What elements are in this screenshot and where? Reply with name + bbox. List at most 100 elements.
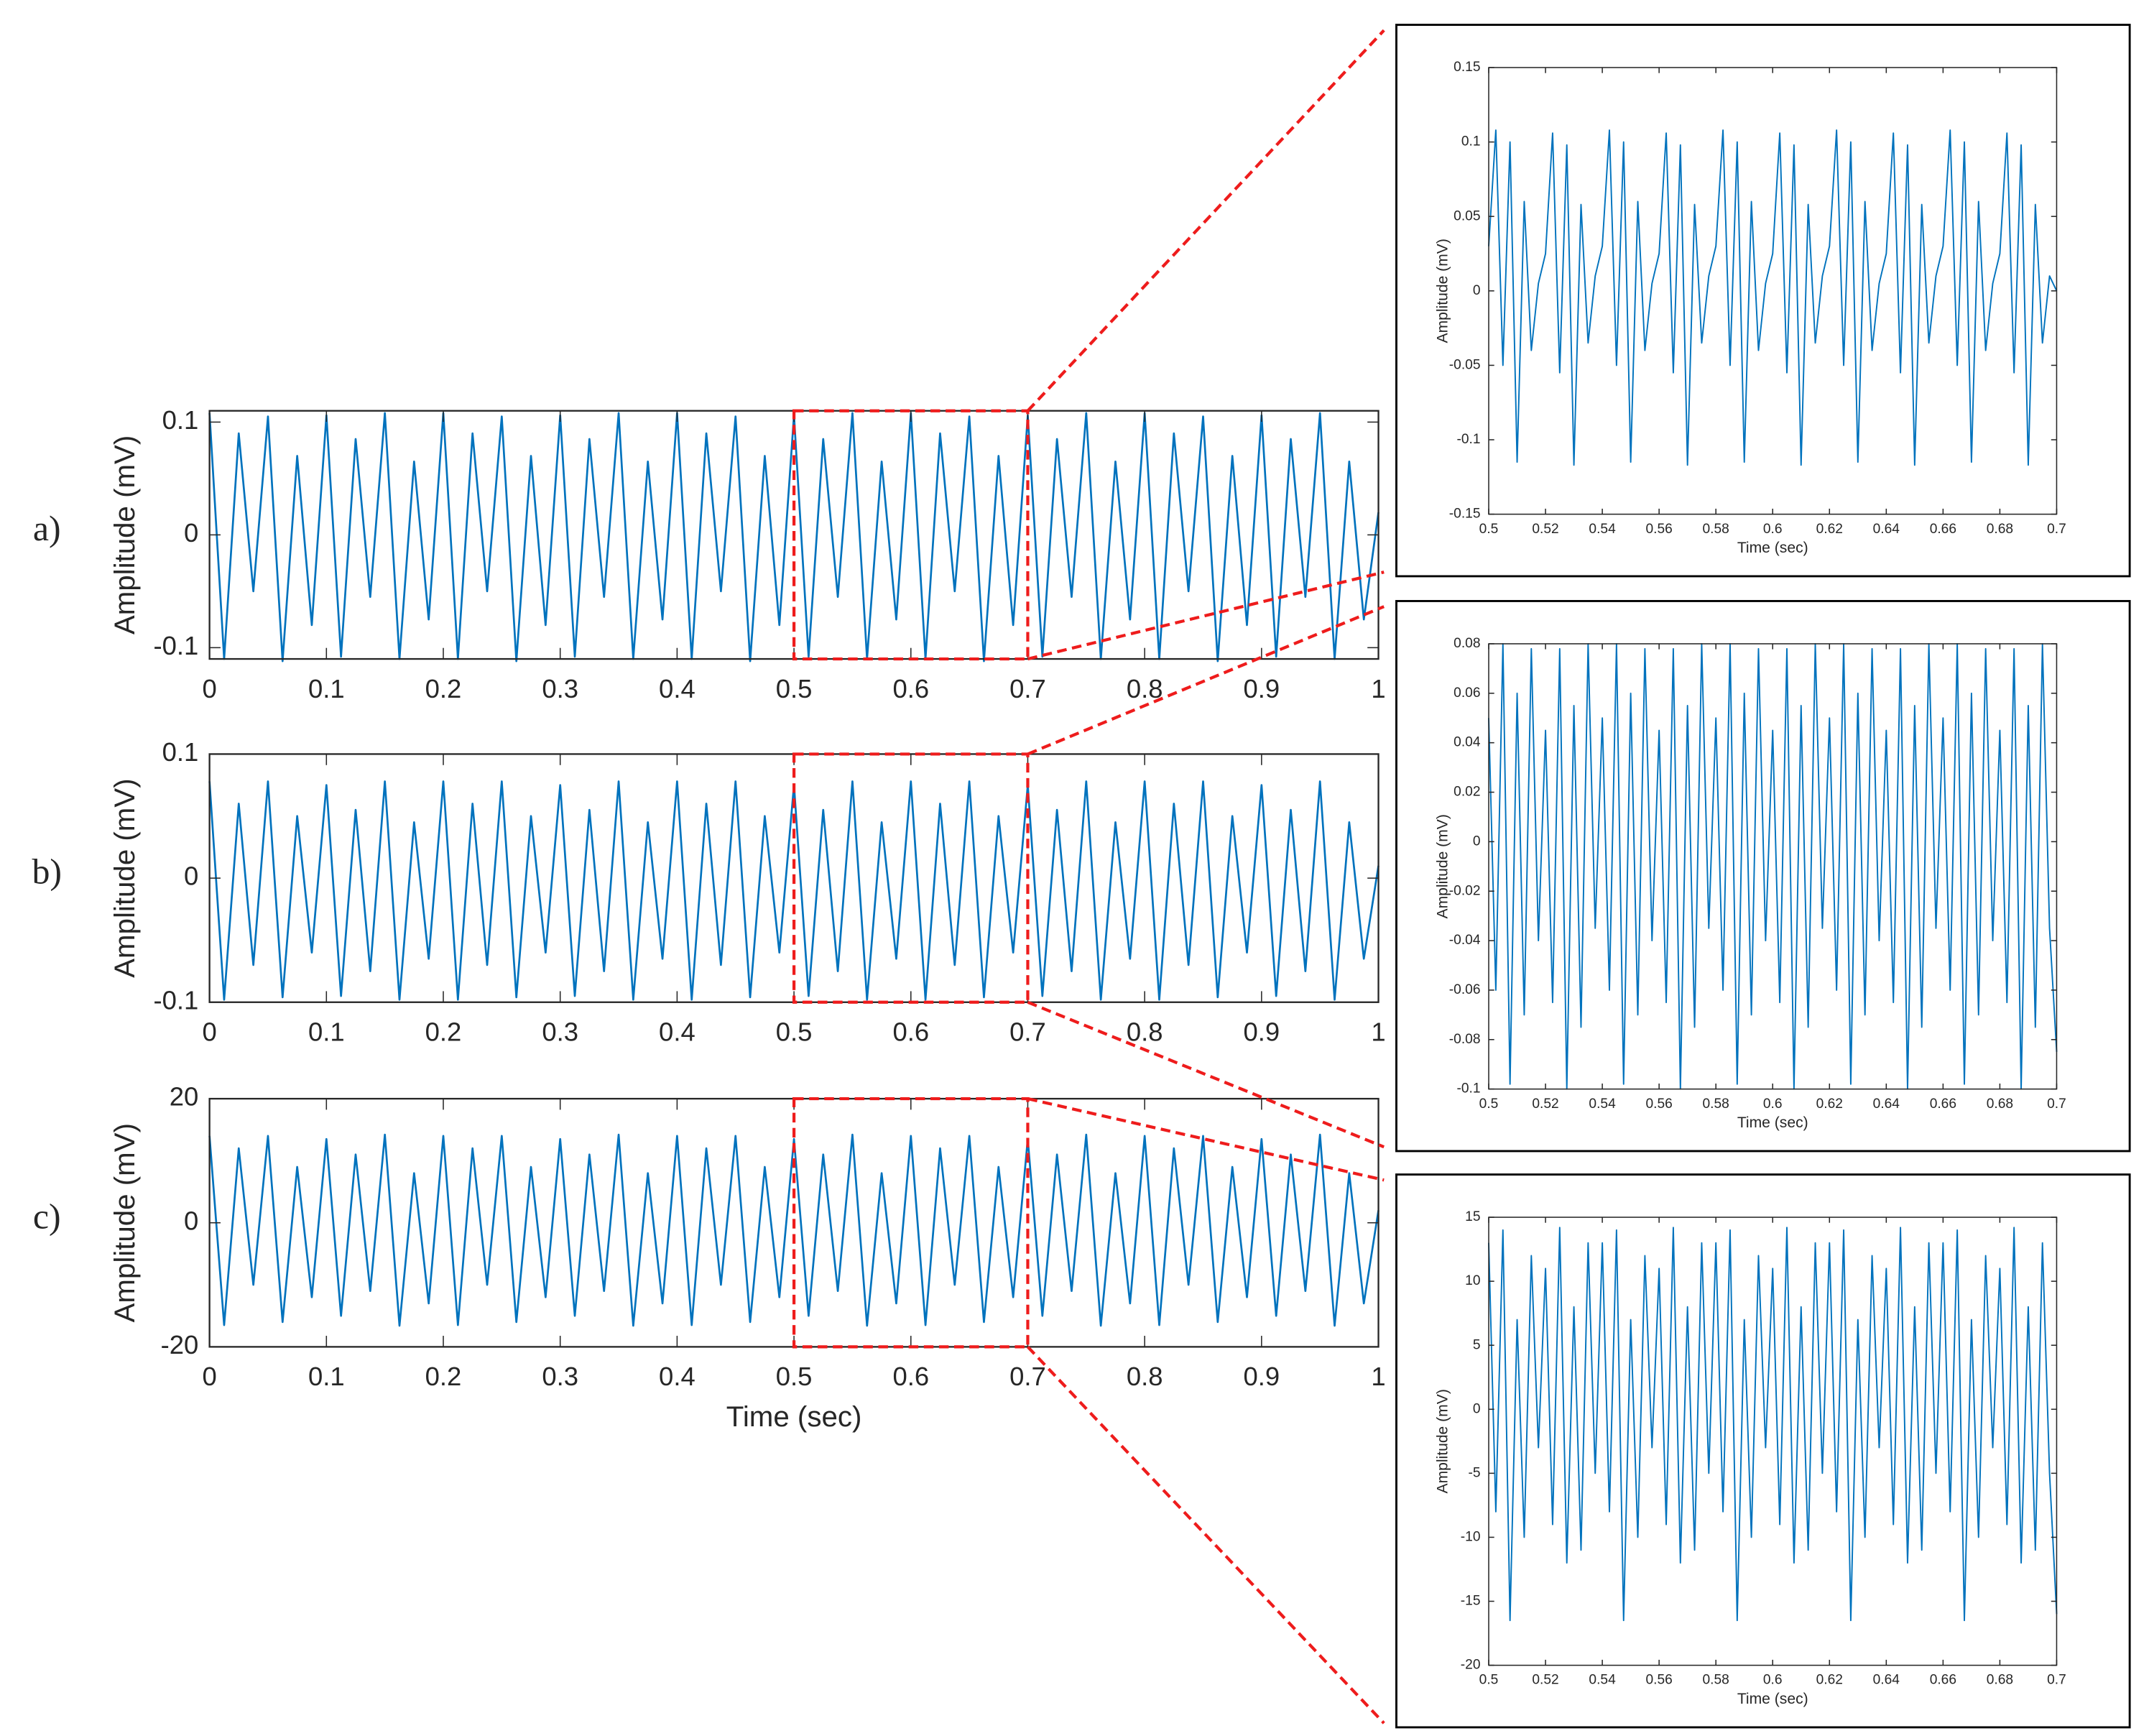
- y-tick-label: -0.15: [1449, 507, 1481, 522]
- zoom-connector: [1027, 1000, 1385, 1149]
- x-tick-label: 0.4: [659, 1362, 695, 1391]
- panel-label: a): [33, 509, 61, 548]
- plot-area: [1489, 68, 2057, 514]
- x-tick-label: 0.1: [308, 1362, 345, 1391]
- y-tick-label: -0.1: [1456, 432, 1480, 447]
- x-tick-label: 0.62: [1816, 522, 1843, 537]
- x-tick-label: 0.56: [1645, 522, 1672, 537]
- zoom-connector: [1026, 1345, 1385, 1725]
- x-tick-label: 0.6: [892, 1017, 929, 1047]
- y-axis-label: Amplitude (mV): [1434, 239, 1451, 343]
- y-tick-label: 10: [1465, 1273, 1480, 1288]
- x-tick-label: 0: [202, 674, 216, 703]
- x-tick-label: 0.1: [308, 1017, 345, 1047]
- x-tick-label: 0.7: [1009, 674, 1046, 703]
- x-tick-label: 0.64: [1873, 1673, 1900, 1688]
- x-tick-label: 0.3: [542, 1017, 578, 1047]
- signal-line: [1488, 129, 2058, 466]
- x-tick-label: 0.64: [1873, 522, 1900, 537]
- x-tick-label: 0.5: [776, 1017, 813, 1047]
- y-tick-label: -20: [1461, 1658, 1481, 1673]
- x-tick-label: 0.1: [308, 674, 345, 703]
- zoom-connector: [1027, 605, 1385, 756]
- x-tick-label: 0.2: [425, 1362, 462, 1391]
- y-tick-label: -0.05: [1449, 357, 1481, 372]
- y-tick-label: 0.06: [1454, 685, 1480, 701]
- y-tick-label: -0.1: [153, 985, 198, 1015]
- signal-line: [1488, 642, 2058, 1090]
- x-tick-label: 0.64: [1873, 1096, 1900, 1112]
- y-tick-label: 0: [184, 1206, 198, 1235]
- x-axis-label: Time (sec): [726, 1400, 862, 1433]
- y-tick-label: -0.08: [1449, 1032, 1481, 1047]
- x-tick-label: 0.3: [542, 1362, 578, 1391]
- x-tick-label: 0.7: [2047, 1673, 2066, 1688]
- panel-label: c): [33, 1196, 61, 1236]
- x-tick-label: 0.9: [1244, 674, 1280, 703]
- x-tick-label: 0.54: [1589, 1673, 1616, 1688]
- x-tick-label: 0.56: [1645, 1096, 1672, 1112]
- x-tick-label: 0.66: [1930, 522, 1956, 537]
- x-tick-label: 1: [1371, 674, 1385, 703]
- zoom-connector: [1027, 1097, 1385, 1182]
- x-tick-label: 0.7: [1009, 1362, 1046, 1391]
- x-tick-label: 0.9: [1244, 1362, 1280, 1391]
- y-tick-label: 0.05: [1454, 208, 1480, 223]
- x-tick-label: 0.5: [776, 674, 813, 703]
- x-axis-label: Time (sec): [1737, 1114, 1808, 1131]
- panel-frame: [1395, 1173, 2131, 1729]
- y-tick-label: 5: [1473, 1337, 1481, 1352]
- x-tick-label: 0.58: [1703, 1096, 1729, 1112]
- y-tick-label: 0.02: [1454, 785, 1480, 800]
- panel-frame: [1395, 24, 2131, 578]
- y-tick-label: 0: [1473, 1401, 1481, 1416]
- x-tick-label: 0.6: [1763, 1673, 1783, 1688]
- x-tick-label: 0.8: [1127, 1362, 1163, 1391]
- y-tick-label: -5: [1468, 1465, 1480, 1480]
- x-tick-label: 0.56: [1645, 1673, 1672, 1688]
- y-axis-label: Amplitude (mV): [108, 435, 141, 634]
- y-tick-label: -0.1: [1456, 1081, 1480, 1096]
- y-tick-label: -10: [1461, 1529, 1481, 1544]
- x-axis-label: Time (sec): [1737, 1691, 1808, 1707]
- y-tick-label: 0: [1473, 834, 1481, 849]
- x-tick-label: 0.4: [659, 674, 695, 703]
- y-tick-label: -15: [1461, 1594, 1481, 1609]
- x-tick-label: 0.62: [1816, 1673, 1843, 1688]
- y-tick-label: 0.04: [1454, 735, 1481, 750]
- x-tick-label: 0.52: [1532, 1673, 1558, 1688]
- x-tick-label: 0.8: [1127, 674, 1163, 703]
- y-tick-label: -0.06: [1449, 982, 1481, 997]
- x-tick-label: 0.5: [1479, 1096, 1499, 1112]
- y-tick-label: 0: [1473, 283, 1481, 298]
- x-tick-label: 0.7: [1009, 1017, 1046, 1047]
- y-tick-label: -0.02: [1449, 883, 1481, 898]
- x-tick-label: 0.52: [1532, 522, 1558, 537]
- x-tick-label: 0: [202, 1362, 216, 1391]
- x-tick-label: 0.6: [892, 1362, 929, 1391]
- x-tick-label: 0: [202, 1017, 216, 1047]
- x-tick-label: 0.7: [2047, 522, 2066, 537]
- y-axis-label: Amplitude (mV): [1434, 1389, 1451, 1493]
- zoom-region: [792, 409, 1030, 661]
- panel-frame: [1395, 600, 2131, 1153]
- y-tick-label: -0.04: [1449, 933, 1481, 948]
- y-axis-label: Amplitude (mV): [108, 778, 141, 977]
- x-tick-label: 1: [1371, 1362, 1385, 1391]
- x-tick-label: 0.54: [1589, 1096, 1616, 1112]
- y-tick-label: 0.15: [1454, 60, 1480, 75]
- y-tick-label: 0.1: [1461, 134, 1481, 149]
- x-tick-label: 0.66: [1930, 1673, 1956, 1688]
- x-tick-label: 0.5: [1479, 522, 1499, 537]
- x-tick-label: 0.7: [2047, 1096, 2066, 1112]
- y-tick-label: 0.1: [162, 737, 199, 767]
- x-tick-label: 0.68: [1987, 1096, 2013, 1112]
- x-tick-label: 0.2: [425, 1017, 462, 1047]
- x-tick-label: 0.52: [1532, 1096, 1558, 1112]
- y-axis-label: Amplitude (mV): [1434, 814, 1451, 918]
- x-tick-label: 0.58: [1703, 522, 1729, 537]
- x-tick-label: 0.2: [425, 674, 462, 703]
- x-tick-label: 0.62: [1816, 1096, 1843, 1112]
- signal-line: [208, 1133, 1379, 1327]
- zoom-connector: [1027, 571, 1385, 661]
